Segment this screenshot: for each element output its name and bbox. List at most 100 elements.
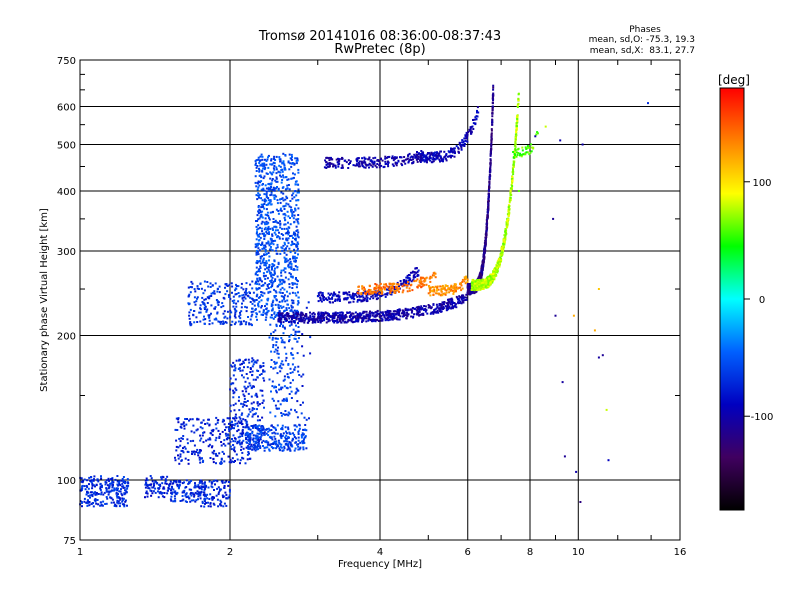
data-point <box>100 504 103 507</box>
data-point <box>314 321 317 324</box>
data-point <box>251 438 254 441</box>
data-point <box>386 317 389 320</box>
data-point <box>264 226 267 229</box>
data-point <box>301 333 304 336</box>
data-point <box>336 318 339 321</box>
data-point <box>280 271 283 274</box>
data-point <box>196 287 199 290</box>
data-point <box>255 394 258 397</box>
data-point <box>295 230 298 232</box>
data-point <box>238 295 241 298</box>
data-point <box>276 337 279 340</box>
data-point <box>236 422 239 425</box>
data-point <box>201 434 204 437</box>
data-point <box>203 308 206 310</box>
data-point <box>254 282 257 285</box>
data-point <box>148 487 151 490</box>
data-point <box>282 413 285 416</box>
data-point <box>212 496 215 499</box>
data-point <box>256 376 259 379</box>
data-point <box>275 247 278 250</box>
data-point <box>255 220 257 222</box>
data-point <box>286 187 289 190</box>
data-point <box>292 315 295 318</box>
data-point <box>245 287 248 290</box>
data-point <box>211 496 214 498</box>
data-point <box>257 436 260 439</box>
data-point <box>195 450 198 453</box>
data-point <box>175 417 178 420</box>
data-point <box>216 290 219 293</box>
data-point <box>259 211 262 214</box>
data-point <box>378 288 381 291</box>
data-point <box>411 310 414 312</box>
data-point <box>405 158 407 161</box>
data-point <box>439 155 442 158</box>
data-point <box>283 167 286 170</box>
data-point <box>291 306 293 309</box>
data-point <box>419 276 422 279</box>
data-point <box>162 487 165 490</box>
data-point <box>350 295 352 298</box>
data-point <box>263 446 266 449</box>
data-point <box>91 479 94 482</box>
data-point <box>107 477 110 480</box>
data-point <box>434 276 437 279</box>
data-point <box>488 186 491 189</box>
data-point <box>286 232 288 234</box>
data-point <box>191 418 194 421</box>
data-point <box>428 156 431 159</box>
data-point <box>420 152 423 155</box>
data-point <box>296 183 299 186</box>
data-point <box>292 299 295 302</box>
data-point <box>217 419 220 422</box>
data-point <box>216 421 219 424</box>
data-point <box>233 299 236 302</box>
data-point <box>355 159 358 162</box>
data-point <box>240 323 243 325</box>
data-point <box>163 496 166 499</box>
data-point <box>208 314 211 317</box>
data-point <box>394 162 397 165</box>
data-point <box>267 309 270 312</box>
data-point <box>416 306 419 309</box>
data-point <box>328 159 331 162</box>
data-point <box>491 123 494 126</box>
data-point <box>274 437 277 440</box>
data-point <box>417 157 420 160</box>
data-point <box>174 480 177 483</box>
data-point <box>320 313 323 316</box>
data-point <box>282 399 285 402</box>
data-point <box>398 290 400 293</box>
data-point <box>368 293 371 296</box>
data-point <box>168 487 171 490</box>
data-point <box>415 155 418 158</box>
data-point <box>287 203 290 206</box>
data-point <box>229 316 232 319</box>
data-point <box>265 432 268 435</box>
data-point <box>399 280 402 282</box>
data-point <box>452 151 454 154</box>
data-point <box>181 495 184 497</box>
data-point <box>273 360 276 363</box>
data-point <box>348 319 351 322</box>
data-point <box>450 285 453 288</box>
data-point <box>326 165 329 168</box>
data-point <box>260 244 262 246</box>
data-point <box>209 502 212 505</box>
data-point <box>436 292 439 295</box>
data-point <box>101 484 103 487</box>
data-point <box>209 457 212 459</box>
data-point <box>190 479 193 482</box>
data-point <box>410 315 413 318</box>
data-point <box>192 439 195 442</box>
data-point <box>428 288 431 291</box>
data-point <box>181 482 184 485</box>
data-point <box>266 428 268 431</box>
data-point <box>234 369 237 372</box>
data-point <box>346 293 349 296</box>
data-point <box>284 168 287 171</box>
data-point <box>361 300 364 303</box>
data-point <box>226 417 229 420</box>
data-point <box>347 311 350 314</box>
